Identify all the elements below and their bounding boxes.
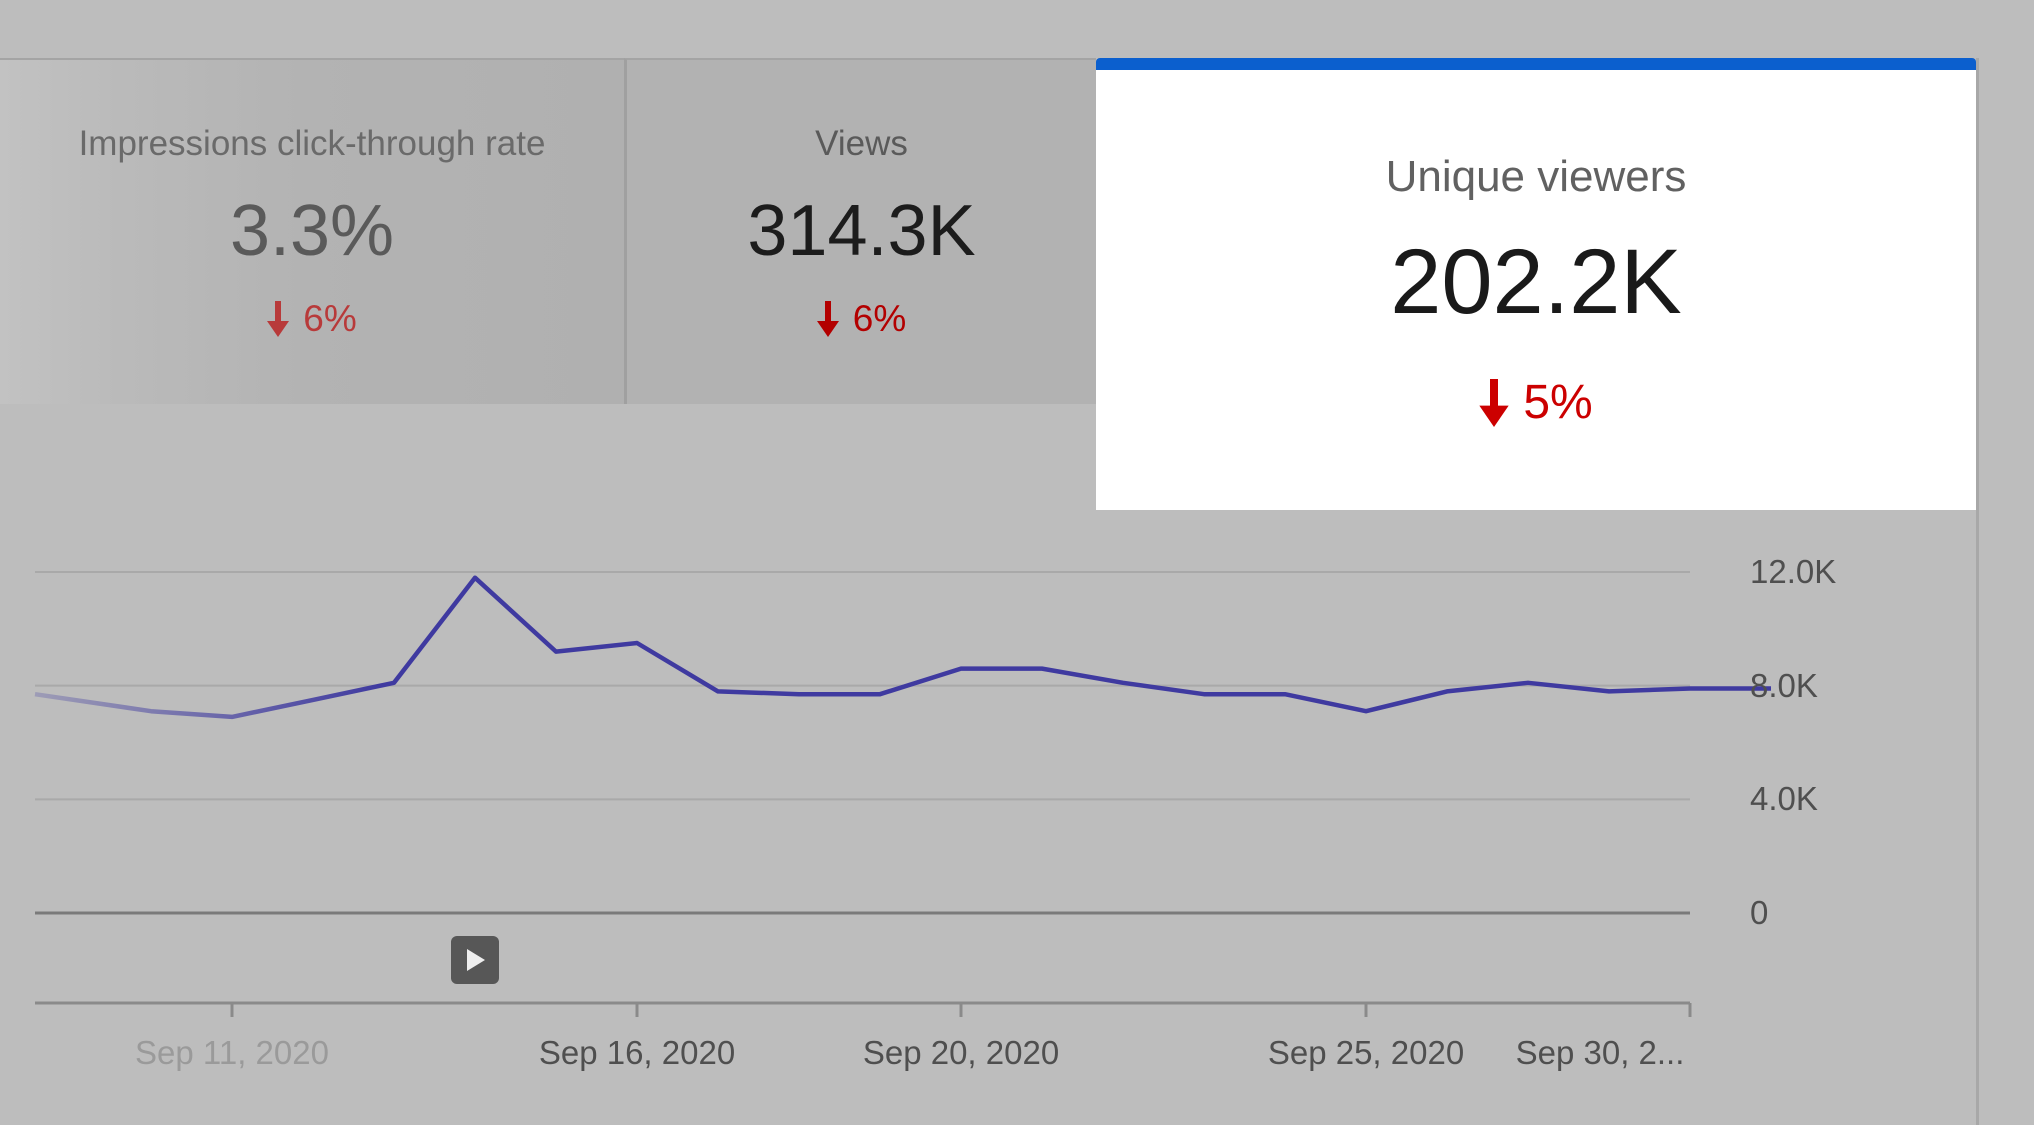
metric-title: Views (815, 124, 908, 163)
x-tick-label: Sep 25, 2020 (1267, 1034, 1465, 1071)
metric-tab-ctr[interactable]: Impressions click-through rate 3.3% 6% (0, 58, 624, 404)
metric-value: 202.2K (1390, 231, 1682, 333)
metric-change: 6% (627, 298, 1096, 340)
metric-value: 3.3% (229, 191, 395, 271)
x-tick-label: Sep 20, 2020 (862, 1034, 1060, 1071)
metric-change-label: 6% (852, 298, 907, 339)
arrow-down-icon (816, 301, 839, 337)
video-published-marker[interactable] (451, 936, 499, 984)
metric-change: 6% (0, 298, 624, 340)
y-tick-label: 8.0K (1750, 666, 1818, 704)
play-icon (467, 949, 485, 971)
metric-change: 5% (1096, 375, 1976, 430)
y-tick-label: 4.0K (1750, 780, 1818, 818)
y-tick-label: 0 (1750, 894, 1769, 931)
metric-title: Unique viewers (1385, 152, 1687, 201)
x-tick-label: Sep 30, 2... (1515, 1034, 1685, 1071)
series-line-unique-viewers[interactable] (34, 575, 1771, 720)
metric-change-label: 6% (303, 298, 357, 339)
metric-value: 314.3K (747, 191, 976, 271)
metric-tab-unique-viewers[interactable]: Unique viewers 202.2K 5% (1096, 58, 1976, 510)
x-tick-label: Sep 11, 2020 (135, 1034, 329, 1071)
x-tick-label: Sep 16, 2020 (538, 1034, 736, 1071)
arrow-down-icon (1479, 378, 1509, 427)
metric-tab-views[interactable]: Views 314.3K 6% (624, 58, 1096, 404)
metric-change-label: 5% (1523, 376, 1593, 429)
y-tick-label: 12.0K (1750, 553, 1837, 590)
panel-divider (1976, 58, 1979, 1125)
arrow-down-icon (267, 301, 290, 337)
metric-title: Impressions click-through rate (78, 124, 546, 163)
